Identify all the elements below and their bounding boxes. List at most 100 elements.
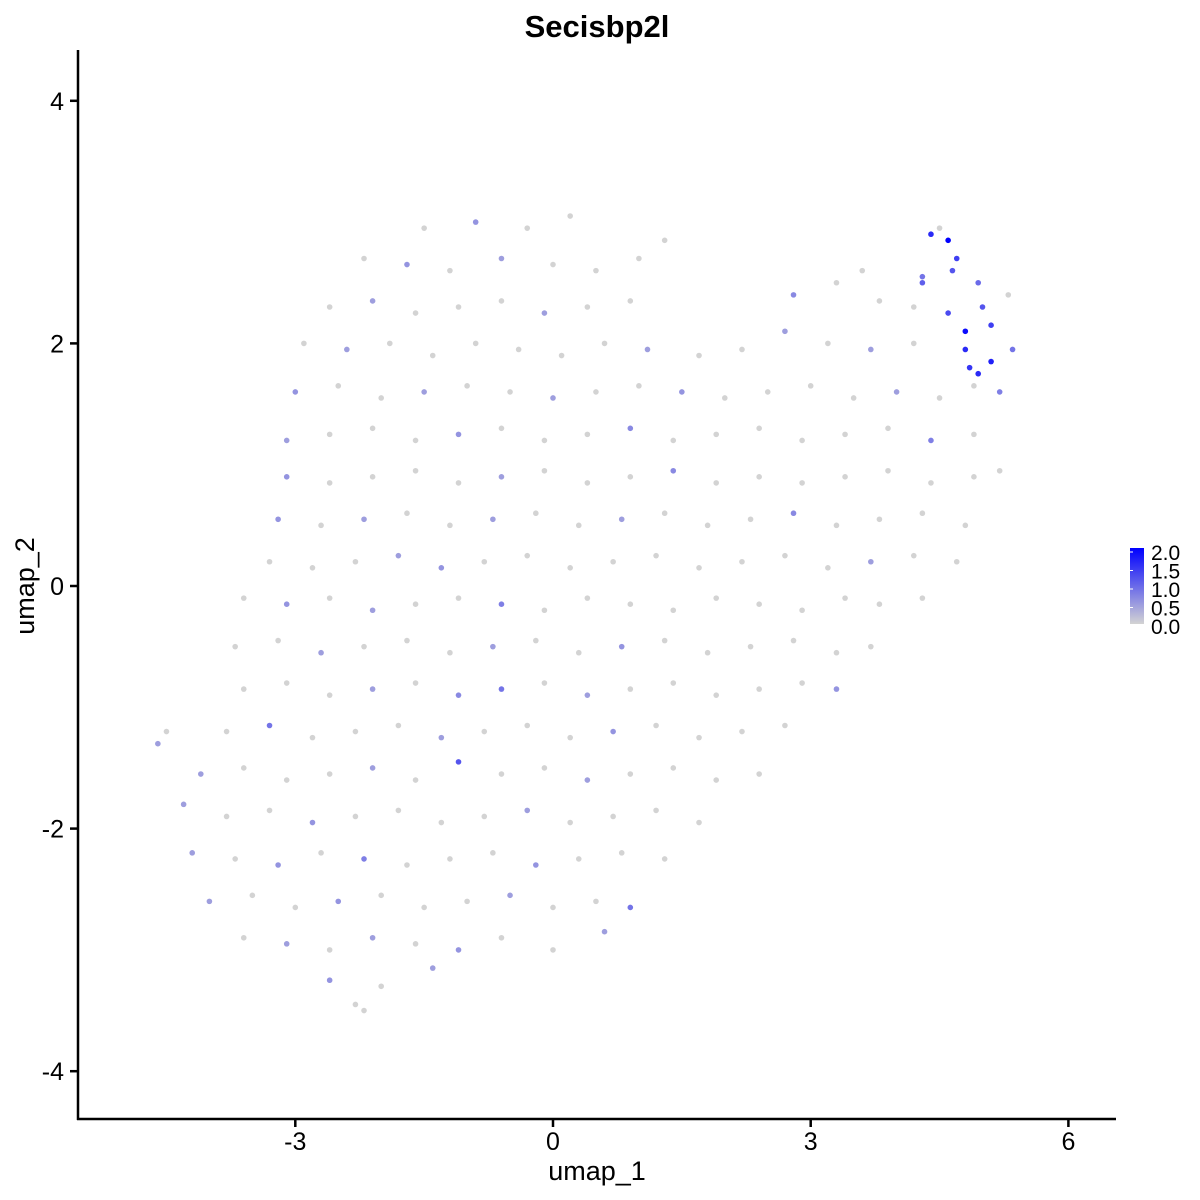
data-point [283,941,290,947]
data-point [949,267,956,274]
data-point [550,261,556,268]
data-point [326,480,333,486]
data-point [412,680,419,686]
data-point [627,904,634,911]
data-point [850,395,857,401]
data-point [455,947,462,953]
data-point [799,680,805,686]
data-point [919,273,926,280]
data-point [326,692,333,698]
legend-label: 2.0 [1151,542,1180,565]
x-ticks: -3 0 3 6 [284,1119,1075,1156]
data-point [575,649,582,656]
data-point [756,425,762,432]
data-point [206,898,213,905]
legend-label: 0.5 [1151,598,1180,621]
data-point [275,637,281,644]
data-point [240,595,247,601]
data-point [601,928,608,935]
data-point [919,595,926,601]
data-point [936,395,943,401]
data-point [412,437,419,444]
colorbar [1130,548,1144,624]
data-point [953,255,960,262]
data-point [962,328,969,335]
data-point [481,728,488,735]
data-point [369,474,376,480]
data-point [876,298,883,304]
data-point [996,389,1003,395]
data-point [928,437,934,444]
data-point [928,231,934,238]
data-point [266,722,273,729]
data-point [661,856,668,862]
data-point [618,643,625,650]
data-point [868,558,874,565]
data-point [309,565,316,571]
points-layer [155,213,1016,1014]
data-point [369,607,376,614]
data-point [971,431,977,438]
data-point [412,777,419,783]
data-point [490,850,496,856]
data-point [438,734,445,741]
data-point [747,516,754,523]
data-point [567,819,573,826]
data-point [326,947,333,953]
data-point [644,346,651,353]
data-point [412,310,419,316]
data-point [438,565,445,571]
legend-label: 1.5 [1151,561,1180,584]
data-point [232,643,238,650]
data-point [661,237,668,244]
data-point [756,771,762,777]
data-point [292,389,299,395]
data-point [395,722,402,729]
data-point [283,474,290,480]
data-point [524,225,531,231]
data-point [584,692,591,698]
data-point [584,480,591,486]
data-point [610,813,616,820]
data-point [618,516,625,523]
data-point [885,467,891,474]
data-point [533,510,539,517]
data-point [971,383,977,389]
data-point [953,558,960,565]
data-point [524,807,531,814]
data-point [541,310,548,316]
data-point [782,722,788,729]
data-point [515,346,522,353]
data-point [885,425,891,432]
data-point [670,765,677,771]
y-tick-label: 4 [50,88,64,116]
y-ticks: -4 -2 0 2 4 [42,88,78,1086]
data-point [481,558,488,565]
data-point [369,765,376,771]
data-point [404,510,410,517]
data-point [369,425,376,432]
data-point [309,819,316,826]
data-point [670,437,677,444]
data-point [593,389,599,395]
data-point [627,474,634,480]
data-point [988,322,994,329]
data-point [326,771,333,777]
data-point [936,225,943,231]
data-point [722,395,728,401]
data-point [567,213,573,219]
data-point [945,237,951,244]
data-point [910,304,917,310]
data-point [567,565,573,571]
data-point [575,522,582,529]
data-point [318,649,324,656]
chart-title: Secisbp2l [525,9,670,44]
data-point [868,643,874,650]
data-point [283,777,290,783]
data-point [404,637,410,644]
data-point [533,862,539,868]
data-point [979,304,986,310]
data-point [361,1007,367,1014]
data-point [842,474,848,480]
data-point [618,850,625,856]
